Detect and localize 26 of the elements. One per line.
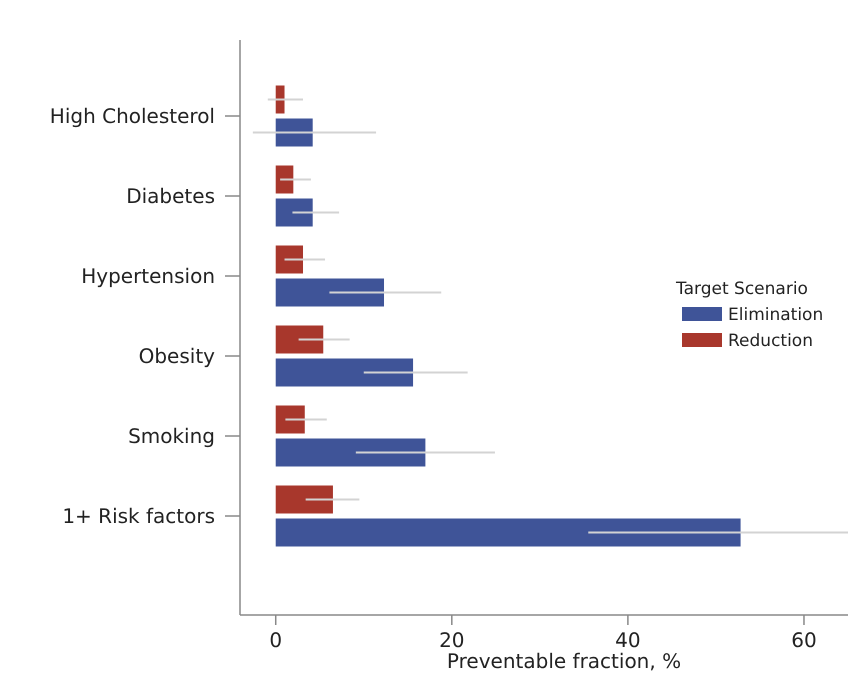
bar	[276, 358, 414, 386]
bar	[276, 326, 324, 354]
bar	[276, 246, 304, 274]
bar	[276, 486, 333, 514]
y-tick-label: Obesity	[138, 344, 216, 368]
bar	[276, 198, 313, 226]
bar	[276, 438, 426, 466]
x-axis-title: Preventable fraction, %	[446, 649, 682, 673]
legend-label: Elimination	[728, 304, 824, 325]
x-tick-label: 60	[791, 628, 817, 652]
x-tick-label: 20	[439, 628, 465, 652]
bar	[276, 86, 285, 114]
legend-label: Reduction	[728, 330, 813, 351]
legend-title: Target Scenario	[675, 278, 808, 299]
x-tick-label: 0	[269, 628, 282, 652]
y-tick-label: Diabetes	[126, 184, 215, 208]
y-tick-label: Hypertension	[81, 264, 215, 288]
bar	[276, 166, 294, 194]
y-tick-label: Smoking	[128, 424, 215, 448]
bar	[276, 278, 384, 306]
y-tick-label: High Cholesterol	[50, 104, 215, 128]
y-tick-label: 1+ Risk factors	[62, 504, 215, 528]
bar	[276, 118, 313, 146]
x-tick-label: 40	[615, 628, 641, 652]
bar	[276, 406, 305, 434]
bar	[276, 518, 741, 546]
